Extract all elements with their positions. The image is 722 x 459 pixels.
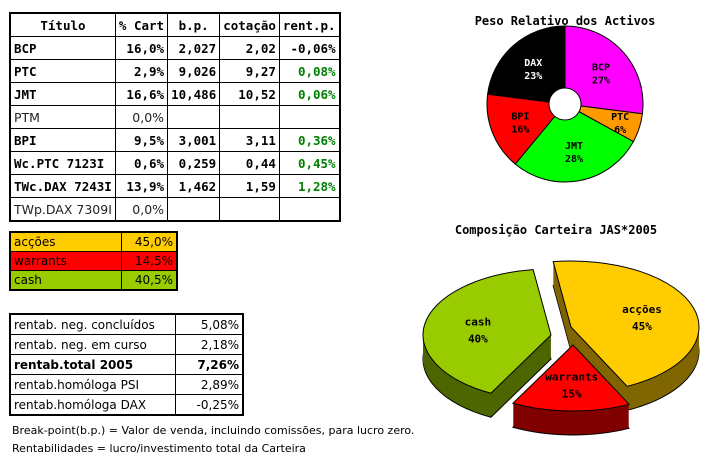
allocation-value: 14,5% (121, 251, 178, 271)
table-cell: 0,45% (278, 151, 341, 175)
donut-value: 16% (511, 125, 529, 136)
pie3d-slice-2 (422, 269, 552, 394)
pie3d-title: Composição Carteira JAS*2005 (455, 223, 657, 237)
returns-label: rentab.homóloga PSI (9, 374, 176, 395)
table-row: BCP 16,0% 2,027 2,02 -0,06% (9, 36, 341, 60)
table-row: JMT 16,6% 10,486 10,52 0,06% (9, 82, 341, 106)
returns-row: rentab. neg. concluídos 5,08% (9, 313, 244, 335)
table-cell (278, 105, 341, 129)
donut-label: PTC (611, 112, 629, 123)
column-header: b.p. (167, 12, 221, 37)
table-cell: 0,0% (114, 105, 169, 129)
table-cell: 0,06% (278, 82, 341, 106)
donut-slice-bpi (486, 93, 566, 165)
donut-slice-dax (487, 25, 566, 105)
returns-value: 2,89% (175, 374, 244, 395)
allocation-row: cash 40,5% (9, 270, 178, 291)
returns-value: 5,08% (175, 313, 244, 335)
donut-value: 28% (565, 154, 583, 165)
returns-row: rentab.total 2005 7,26% (9, 354, 244, 375)
table-cell: 3,001 (167, 128, 221, 152)
allocation-table: acções 45,0% warrants 14,5% cash 40,5% (9, 231, 178, 291)
table-cell: Wc.PTC 7123I (9, 151, 116, 175)
allocation-label: warrants (9, 251, 122, 271)
donut-label: BPI (511, 112, 529, 123)
pie3d-label: acções (622, 303, 662, 316)
donut-value: 23% (524, 71, 542, 82)
table-cell: 0,259 (167, 151, 221, 175)
donut-value: 6% (614, 125, 626, 136)
pie3d-value: 40% (468, 332, 488, 345)
table-cell: 9,026 (167, 59, 221, 83)
pie3d-value: 15% (562, 387, 582, 400)
table-cell (278, 197, 341, 222)
table-row: TWp.DAX 7309I 0,0% (9, 197, 341, 222)
table-cell: PTC (9, 59, 116, 83)
table-cell: 0,08% (278, 59, 341, 83)
returns-row: rentab.homóloga PSI 2,89% (9, 374, 244, 395)
returns-label: rentab.homóloga DAX (9, 394, 176, 416)
header-row: Título% Cart b.p. cotação rent.p. (9, 12, 341, 37)
table-row: Wc.PTC 7123I 0,6% 0,259 0,44 0,45% (9, 151, 341, 175)
portfolio-table: Título% Cart b.p. cotação rent.p. BCP 16,0% 2,… (9, 12, 341, 222)
donut-label: JMT (565, 141, 583, 152)
donut-label: BCP (592, 62, 610, 73)
donut-title: Peso Relativo dos Activos (475, 14, 656, 28)
donut-slice-jmt (514, 103, 635, 183)
table-cell: 2,027 (167, 36, 221, 60)
pie3d-label: warrants (545, 370, 598, 383)
returns-value: 7,26% (175, 354, 244, 375)
returns-row: rentab. neg. em curso 2,18% (9, 334, 244, 355)
returns-value: -0,25% (175, 394, 244, 416)
table-cell: 9,27 (219, 59, 280, 83)
returns-row: rentab.homóloga DAX -0,25% (9, 394, 244, 416)
table-cell (167, 105, 221, 129)
pie3d-slice-0 (552, 260, 700, 387)
table-cell: TWp.DAX 7309I (9, 197, 116, 222)
table-cell: PTM (9, 105, 116, 129)
table-cell: 10,52 (219, 82, 280, 106)
allocation-row: warrants 14,5% (9, 251, 178, 271)
table-cell: 1,462 (167, 174, 221, 198)
breakpoint-note: Break-point(b.p.) = Valor de venda, incl… (12, 424, 415, 437)
table-cell: 13,9% (114, 174, 169, 198)
table-cell: 0,36% (278, 128, 341, 152)
table-cell: 0,0% (114, 197, 169, 222)
column-header: % Cart (114, 12, 169, 37)
table-row: PTC 2,9% 9,026 9,27 0,08% (9, 59, 341, 83)
donut-hole (548, 87, 582, 121)
returns-note: Rentabilidades = lucro/investimento tota… (12, 442, 306, 455)
table-cell: 1,28% (278, 174, 341, 198)
table-row: TWc.DAX 7243I 13,9% 1,462 1,59 1,28% (9, 174, 341, 198)
table-cell: 1,59 (219, 174, 280, 198)
returns-table: rentab. neg. concluídos 5,08% rentab. neg.… (9, 313, 244, 416)
pie3d-value: 45% (632, 320, 652, 333)
table-cell: TWc.DAX 7243I (9, 174, 116, 198)
donut-slice-bcp (564, 25, 644, 115)
table-cell (167, 197, 221, 222)
pie3d-label: cash (465, 315, 492, 328)
allocation-label: cash (9, 270, 122, 291)
donut-value: 27% (592, 75, 610, 86)
allocation-value: 40,5% (121, 270, 178, 291)
donut-label: DAX (524, 58, 542, 69)
table-cell: 2,02 (219, 36, 280, 60)
pie3d-slice-1 (511, 344, 631, 412)
